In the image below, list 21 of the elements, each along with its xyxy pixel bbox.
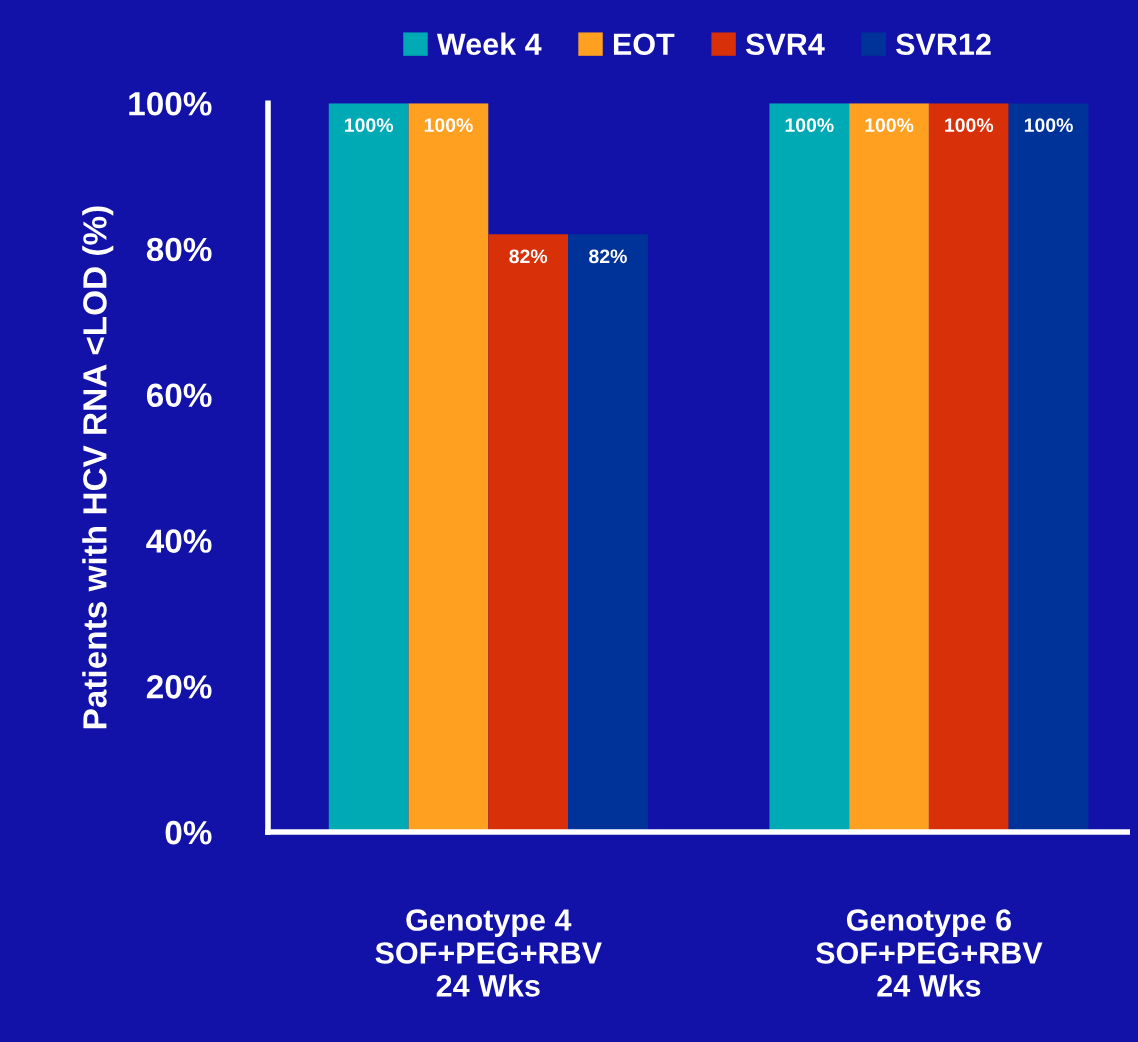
legend-label: SVR4 bbox=[745, 33, 825, 56]
data-label: 82% bbox=[589, 249, 627, 264]
legend-label: SVR12 bbox=[895, 33, 991, 56]
x-tick-label: Genotype 6 SOF+PEG+RBV 24 Wks bbox=[816, 909, 1043, 997]
x-tick-label: Genotype 4 SOF+PEG+RBV 24 Wks bbox=[375, 909, 602, 997]
data-label: 100% bbox=[865, 118, 914, 133]
data-label: 100% bbox=[424, 118, 473, 133]
y-tick-label: 100% bbox=[129, 91, 212, 116]
legend-label: EOT bbox=[613, 33, 675, 56]
data-label: 100% bbox=[945, 118, 994, 133]
y-axis-title: Patients with HCV RNA <LOD (%) bbox=[82, 206, 114, 729]
data-label: 100% bbox=[785, 118, 834, 133]
data-label: 82% bbox=[509, 249, 548, 264]
y-tick-label: 60% bbox=[146, 383, 212, 408]
data-label: 100% bbox=[1024, 118, 1073, 133]
data-label: 100% bbox=[345, 118, 394, 133]
legend-label: Week 4 bbox=[436, 32, 542, 56]
y-tick-label: 40% bbox=[146, 529, 212, 553]
y-tick-label: 80% bbox=[146, 237, 212, 262]
y-tick-label: 0% bbox=[165, 820, 212, 845]
y-tick-label: 20% bbox=[146, 675, 212, 699]
